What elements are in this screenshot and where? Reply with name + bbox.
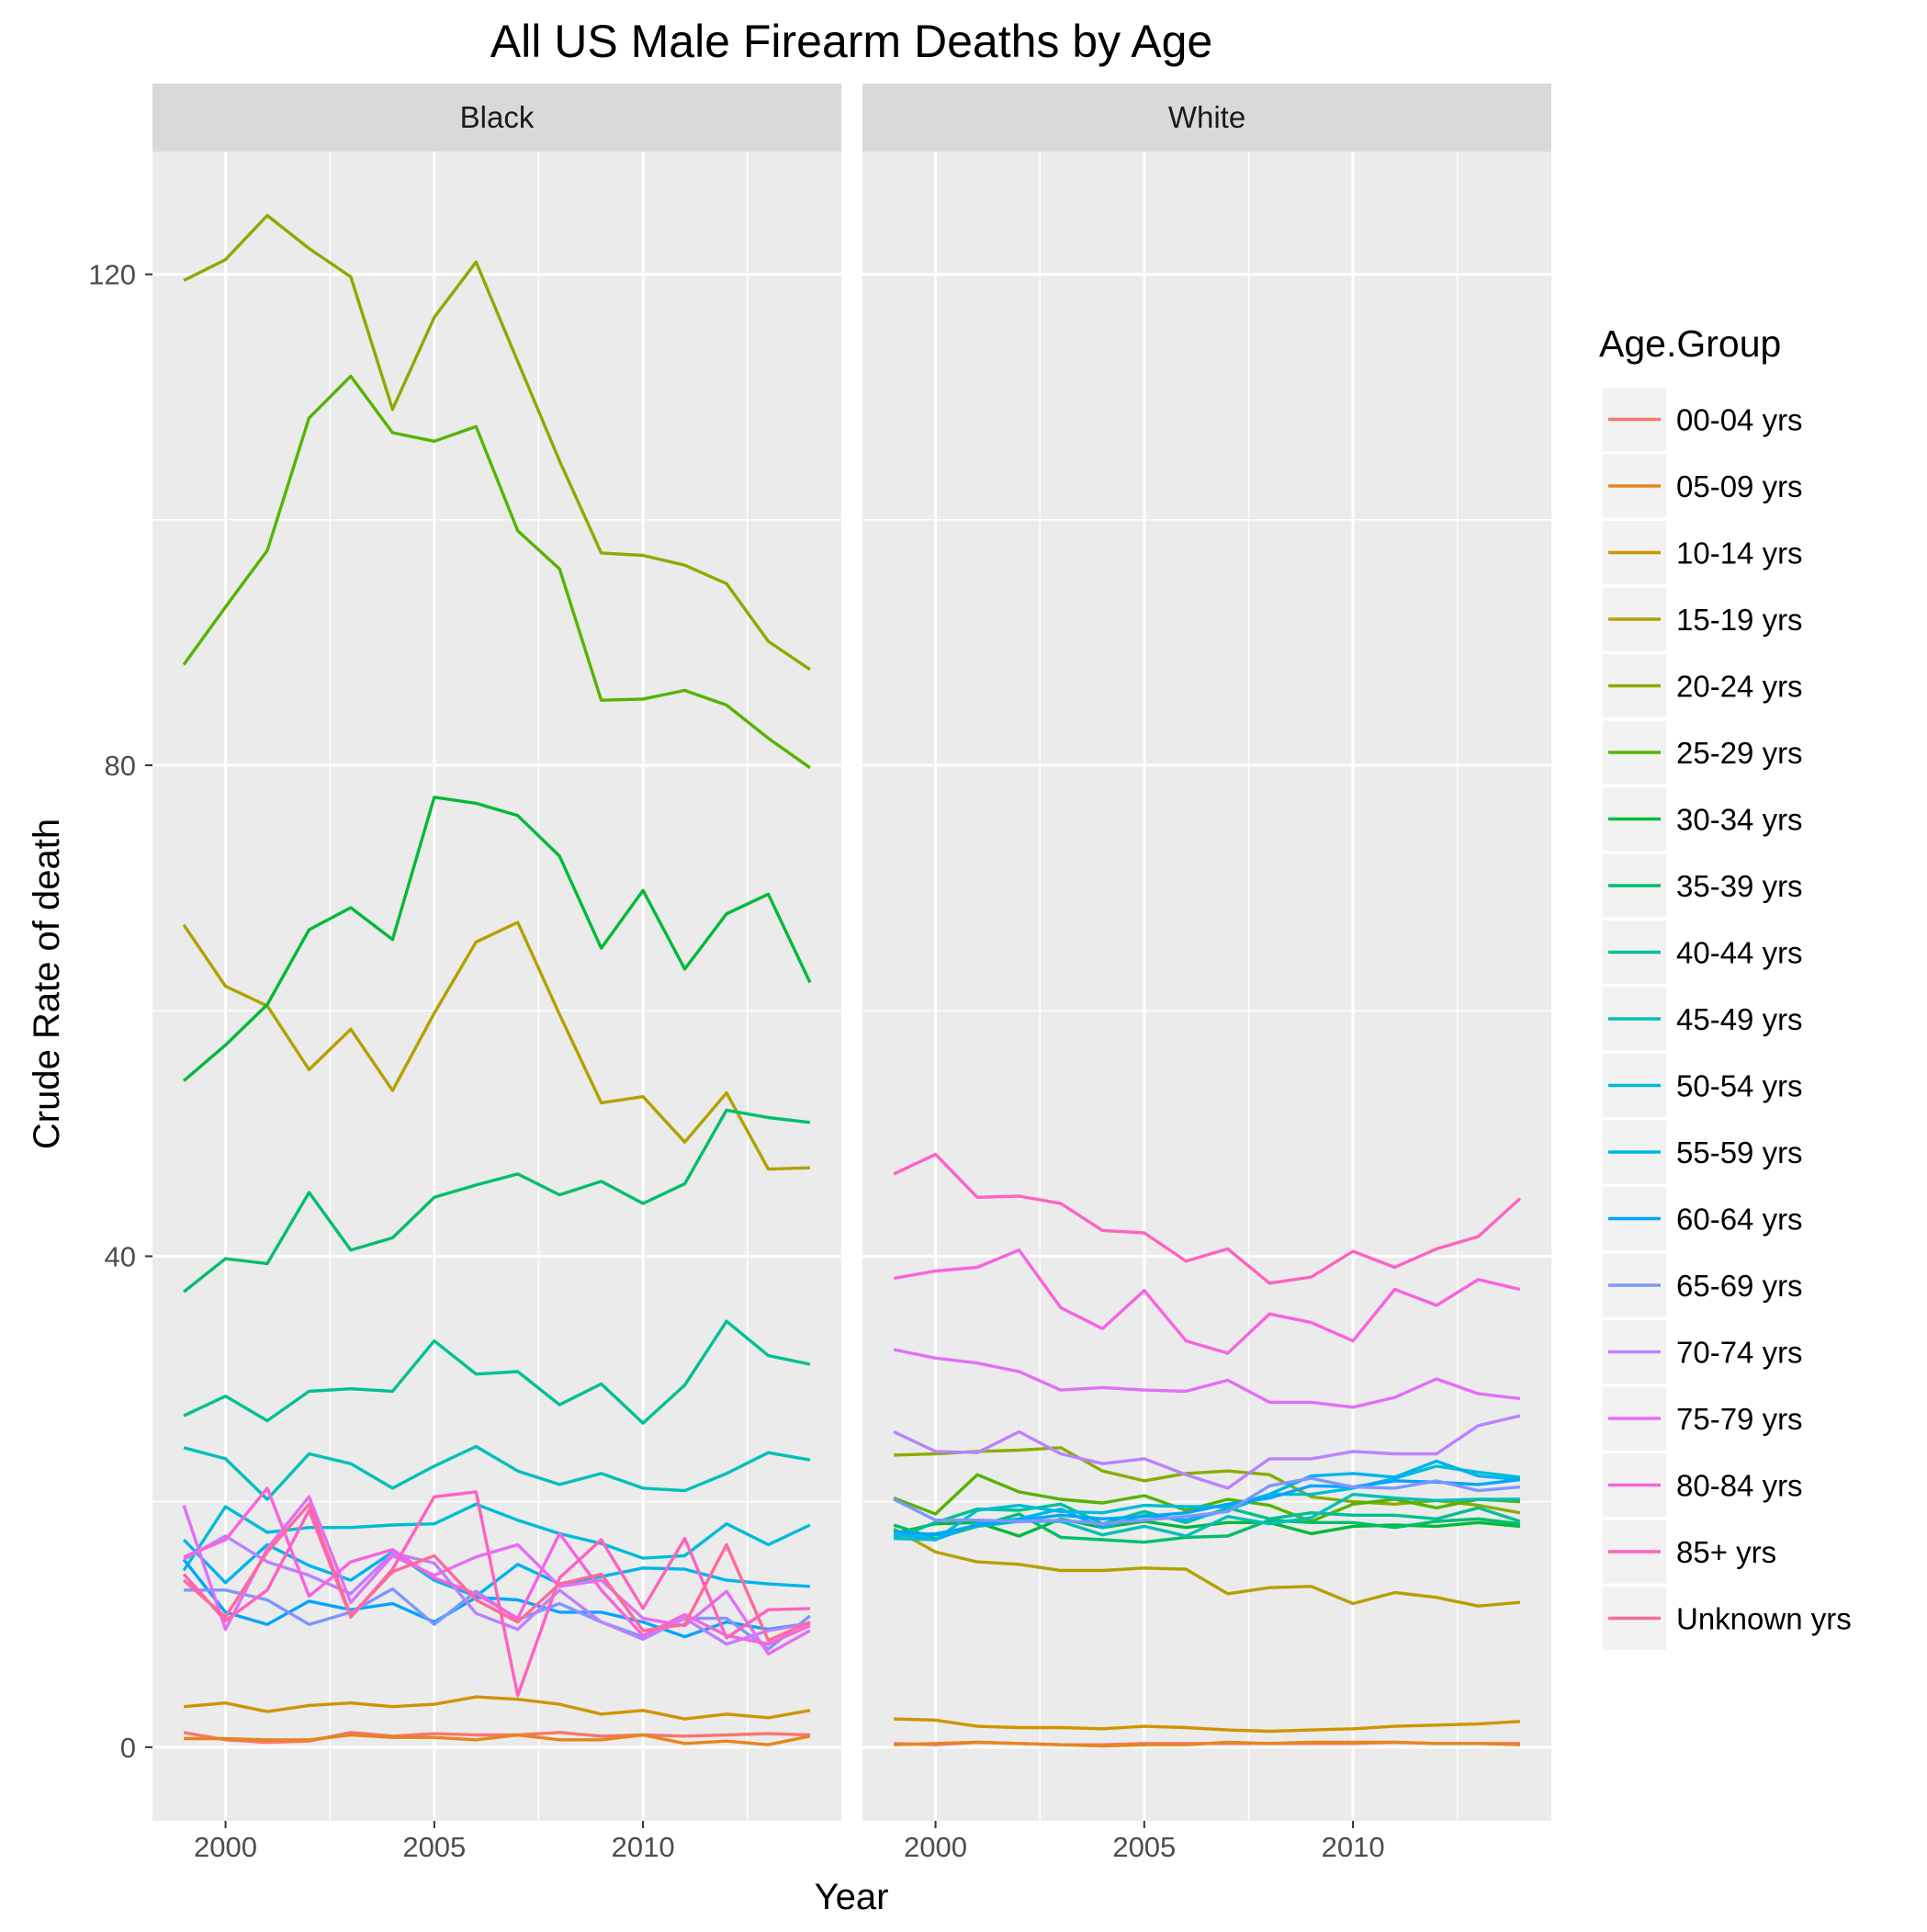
series-line-10-14-yrs bbox=[183, 1695, 811, 1721]
legend-label: 10-14 yrs bbox=[1676, 537, 1803, 571]
legend-item-75-79-yrs: 75-79 yrs bbox=[1603, 1386, 1803, 1451]
legend-label: 85+ yrs bbox=[1676, 1535, 1776, 1569]
series-line-55-59-yrs bbox=[182, 1538, 811, 1599]
series-line-05-09-yrs bbox=[184, 1733, 811, 1746]
chart-title: All US Male Firearm Deaths by Age bbox=[490, 16, 1212, 67]
legend-label: 70-74 yrs bbox=[1676, 1336, 1803, 1370]
legend-label: Unknown yrs bbox=[1676, 1602, 1852, 1636]
legend-item-50-54-yrs: 50-54 yrs bbox=[1603, 1054, 1803, 1117]
series-line-15-19-yrs bbox=[182, 921, 810, 1171]
legend-label: 40-44 yrs bbox=[1676, 936, 1803, 970]
series-line-00-04-yrs bbox=[183, 1731, 810, 1745]
series-line-30-34-yrs bbox=[182, 796, 812, 1082]
series-line-05-09-yrs bbox=[894, 1740, 1520, 1748]
legend-label: 45-49 yrs bbox=[1676, 1002, 1803, 1036]
x-tick-label: 2000 bbox=[194, 1831, 257, 1863]
x-tick-label: 2010 bbox=[1322, 1831, 1385, 1863]
legend-item-20-24-yrs: 20-24 yrs bbox=[1603, 654, 1803, 717]
legend-label: 50-54 yrs bbox=[1676, 1069, 1803, 1103]
legend-item-80-84-yrs: 80-84 yrs bbox=[1603, 1453, 1803, 1517]
y-axis: 0 40 80 120 bbox=[88, 259, 152, 1764]
legend-label: 75-79 yrs bbox=[1676, 1402, 1803, 1436]
series-lines bbox=[182, 213, 812, 1746]
series-line-75-79-yrs bbox=[893, 1348, 1521, 1409]
legend-label: 80-84 yrs bbox=[1676, 1469, 1803, 1503]
legend-label: 00-04 yrs bbox=[1676, 403, 1803, 437]
panel-black: Black 2000 2005 2010 bbox=[152, 84, 841, 1863]
legend-label: 25-29 yrs bbox=[1676, 736, 1803, 770]
legend-item-40-44-yrs: 40-44 yrs bbox=[1603, 921, 1803, 984]
legend-item-10-14-yrs: 10-14 yrs bbox=[1603, 521, 1803, 584]
series-line-85-yrs bbox=[893, 1152, 1522, 1285]
x-tick-label: 2000 bbox=[904, 1831, 967, 1863]
series-line-15-19-yrs bbox=[893, 1527, 1521, 1608]
legend-title: Age.Group bbox=[1599, 322, 1781, 365]
strip-background bbox=[862, 84, 1551, 152]
x-tick-label: 2005 bbox=[402, 1831, 466, 1863]
y-axis-title: Crude Rate of death bbox=[27, 819, 67, 1149]
legend-label: 60-64 yrs bbox=[1676, 1203, 1803, 1237]
legend-label: 55-59 yrs bbox=[1676, 1135, 1803, 1169]
series-lines bbox=[893, 1152, 1522, 1748]
strip-label: Black bbox=[460, 100, 535, 134]
legend-item-60-64-yrs: 60-64 yrs bbox=[1603, 1187, 1803, 1250]
legend-item-55-59-yrs: 55-59 yrs bbox=[1603, 1120, 1803, 1184]
series-line-65-69-yrs bbox=[893, 1476, 1521, 1526]
series-line-80-84-yrs bbox=[893, 1248, 1521, 1355]
series-line-80-84-yrs bbox=[183, 1486, 811, 1646]
legend-item-65-69-yrs: 65-69 yrs bbox=[1603, 1253, 1803, 1317]
legend-item-05-09-yrs: 05-09 yrs bbox=[1603, 454, 1803, 518]
series-line-unknown-yrs bbox=[182, 1502, 811, 1643]
legend-item-70-74-yrs: 70-74 yrs bbox=[1603, 1320, 1803, 1384]
series-line-50-54-yrs bbox=[894, 1464, 1521, 1542]
legend-label: 65-69 yrs bbox=[1676, 1269, 1803, 1303]
series-line-20-24-yrs bbox=[183, 213, 811, 672]
series-line-25-29-yrs bbox=[893, 1473, 1520, 1523]
y-tick-label: 80 bbox=[105, 750, 136, 782]
x-axis-title: Year bbox=[815, 1877, 889, 1917]
series-line-70-74-yrs bbox=[183, 1534, 811, 1646]
panels-layer: Black 2000 2005 2010 White 2000 2005 2010 bbox=[152, 84, 1551, 1863]
x-tick-label: 2005 bbox=[1112, 1831, 1176, 1863]
series-line-40-44-yrs bbox=[183, 1319, 811, 1425]
y-tick-label: 40 bbox=[105, 1240, 136, 1272]
series-line-25-29-yrs bbox=[182, 374, 811, 770]
series-line-45-49-yrs bbox=[183, 1444, 811, 1501]
legend-item-35-39-yrs: 35-39 yrs bbox=[1603, 853, 1803, 918]
x-tick-label: 2010 bbox=[612, 1831, 675, 1863]
legend-item-unknown-yrs: Unknown yrs bbox=[1603, 1587, 1852, 1650]
legend: Age.Group 00-04 yrs 05-09 yrs 10-14 yrs 15-… bbox=[1599, 322, 1852, 1650]
series-line-10-14-yrs bbox=[894, 1717, 1521, 1734]
panel-white: White 2000 2005 2010 bbox=[862, 84, 1551, 1863]
plot-background bbox=[152, 152, 841, 1821]
legend-item-15-19-yrs: 15-19 yrs bbox=[1603, 587, 1803, 651]
legend-label: 15-19 yrs bbox=[1676, 603, 1803, 637]
legend-label: 20-24 yrs bbox=[1676, 670, 1803, 704]
strip-label: White bbox=[1168, 100, 1245, 134]
series-line-35-39-yrs bbox=[183, 1108, 811, 1294]
legend-item-85-yrs: 85+ yrs bbox=[1603, 1520, 1776, 1584]
legend-label: 30-34 yrs bbox=[1676, 803, 1803, 837]
series-line-85-yrs bbox=[182, 1490, 810, 1698]
legend-item-25-29-yrs: 25-29 yrs bbox=[1603, 720, 1803, 785]
legend-label: 35-39 yrs bbox=[1676, 869, 1803, 903]
legend-item-45-49-yrs: 45-49 yrs bbox=[1603, 987, 1803, 1051]
strip-background bbox=[152, 84, 841, 152]
y-tick-label: 0 bbox=[120, 1732, 136, 1764]
series-line-60-64-yrs bbox=[893, 1477, 1521, 1537]
series-line-75-79-yrs bbox=[182, 1495, 811, 1656]
legend-item-00-04-yrs: 00-04 yrs bbox=[1603, 388, 1803, 451]
y-tick-label: 120 bbox=[88, 259, 136, 291]
legend-label: 05-09 yrs bbox=[1676, 469, 1803, 503]
plot-background bbox=[862, 152, 1551, 1821]
legend-item-30-34-yrs: 30-34 yrs bbox=[1603, 787, 1803, 851]
series-line-70-74-yrs bbox=[893, 1414, 1521, 1490]
